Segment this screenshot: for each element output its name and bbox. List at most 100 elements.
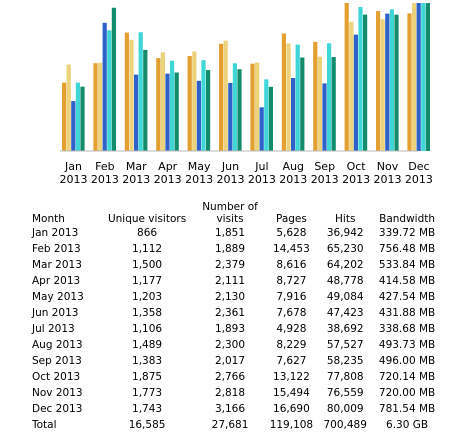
bar-mar-series-1 bbox=[124, 32, 129, 151]
header-unique-visitors: Unique visitors bbox=[107, 213, 187, 225]
x-tick-year-nov: 2013 bbox=[374, 173, 402, 186]
bar-dec-series-5 bbox=[425, 3, 430, 151]
cell-month: Jan 2013 bbox=[32, 227, 79, 239]
bar-mar-series-5 bbox=[143, 49, 148, 151]
x-tick-month-aug: Aug bbox=[283, 160, 304, 173]
cell-pages: 4,928 bbox=[276, 323, 307, 335]
cell-bandwidth: 720.00 MB bbox=[378, 387, 436, 399]
bar-sep-series-1 bbox=[313, 41, 318, 152]
cell-month: Aug 2013 bbox=[32, 339, 83, 351]
header-visits-line1: Number of bbox=[202, 201, 258, 213]
x-tick-year-dec: 2013 bbox=[405, 173, 433, 186]
bar-sep-series-2 bbox=[317, 56, 322, 151]
bar-nov-series-3 bbox=[385, 13, 390, 151]
bar-mar-series-2 bbox=[129, 39, 134, 151]
cell-pages: 15,494 bbox=[273, 387, 310, 399]
table-total-row: Total 16,585 27,681 119,108 700,489 6.30 GB bbox=[22, 417, 442, 433]
bar-jun-series-1 bbox=[219, 43, 224, 152]
cell-month: Jun 2013 bbox=[32, 307, 79, 319]
cell-bandwidth: 338.68 MB bbox=[378, 323, 436, 335]
x-tick-year-apr: 2013 bbox=[154, 173, 182, 186]
bar-jun-series-4 bbox=[232, 63, 237, 151]
cell-unique-visitors: 1,489 bbox=[132, 339, 163, 351]
cell-pages: 14,453 bbox=[273, 243, 310, 255]
bar-jul-series-5 bbox=[268, 86, 273, 151]
cell-visits: 2,379 bbox=[214, 259, 246, 271]
table-row: Dec 2013 1,743 3,166 16,690 80,009 781.54 MB bbox=[22, 401, 442, 417]
header-pages: Pages bbox=[275, 213, 307, 225]
x-tick-year-oct: 2013 bbox=[342, 173, 370, 186]
cell-pages: 7,678 bbox=[276, 307, 307, 319]
x-tick-month-jul: Jul bbox=[254, 160, 268, 173]
x-tick-month-mar: Mar bbox=[126, 160, 147, 173]
bar-oct-series-5 bbox=[363, 14, 368, 151]
table-row: Jan 2013 866 1,851 5,628 36,942 339.72 MB bbox=[22, 225, 442, 241]
table-row: Feb 2013 1,112 1,889 14,453 65,230 756.48 MB bbox=[22, 241, 442, 257]
cell-hits: 49,084 bbox=[326, 291, 364, 303]
cell-visits: 2,130 bbox=[214, 291, 246, 303]
cell-month: Jul 2013 bbox=[32, 323, 75, 335]
bar-jan-series-5 bbox=[80, 86, 85, 151]
bar-feb-series-3 bbox=[102, 22, 107, 152]
cell-hits: 58,235 bbox=[326, 355, 364, 367]
x-tick-month-nov: Nov bbox=[377, 160, 399, 173]
cell-hits: 36,942 bbox=[326, 227, 364, 239]
cell-hits: 47,423 bbox=[326, 307, 364, 319]
bar-apr-series-4 bbox=[170, 60, 175, 151]
cell-unique-visitors: 1,112 bbox=[132, 243, 163, 255]
cell-pages: 16,690 bbox=[273, 403, 310, 415]
table-row: May 2013 1,203 2,130 7,916 49,084 427.54 MB bbox=[22, 289, 442, 305]
cell-bandwidth: 493.73 MB bbox=[378, 339, 436, 351]
table-row: Aug 2013 1,489 2,300 8,229 57,527 493.73 MB bbox=[22, 337, 442, 353]
bar-apr-series-5 bbox=[174, 72, 179, 151]
bar-jun-series-2 bbox=[223, 40, 228, 151]
cell-hits: 80,009 bbox=[326, 403, 364, 415]
x-tick-month-feb: Feb bbox=[95, 160, 114, 173]
cell-bandwidth: 427.54 MB bbox=[378, 291, 436, 303]
table-row: Jun 2013 1,358 2,361 7,678 47,423 431.88 MB bbox=[22, 305, 442, 321]
x-tick-month-sep: Sep bbox=[314, 160, 335, 173]
x-tick-year-jan: 2013 bbox=[60, 173, 88, 186]
header-month: Month bbox=[32, 213, 65, 225]
bar-dec-series-3 bbox=[416, 3, 421, 151]
x-tick-month-jun: Jun bbox=[221, 160, 239, 173]
bar-jul-series-1 bbox=[250, 63, 255, 152]
bar-may-series-2 bbox=[192, 51, 197, 151]
cell-unique-visitors: 1,106 bbox=[132, 323, 163, 335]
bar-dec-series-1 bbox=[407, 13, 412, 152]
cell-bandwidth: 339.72 MB bbox=[378, 227, 436, 239]
cell-visits: 2,017 bbox=[214, 355, 246, 367]
cell-visits: 1,889 bbox=[214, 243, 246, 255]
x-tick-month-oct: Oct bbox=[347, 160, 367, 173]
cell-pages: 8,616 bbox=[276, 259, 307, 271]
cell-unique-visitors: 1,773 bbox=[132, 387, 163, 399]
total-label: Total bbox=[32, 419, 57, 431]
bar-sep-series-4 bbox=[327, 43, 332, 151]
bar-jan-series-4 bbox=[75, 82, 80, 151]
header-visits: Number of visits bbox=[196, 197, 265, 225]
bar-jan-series-3 bbox=[71, 101, 76, 151]
total-bandwidth: 6.30 GB bbox=[386, 419, 429, 431]
cell-visits: 2,766 bbox=[214, 371, 246, 383]
cell-unique-visitors: 1,203 bbox=[132, 291, 163, 303]
table-row: Nov 2013 1,773 2,818 15,494 76,559 720.00 MB bbox=[22, 385, 442, 401]
bar-may-series-3 bbox=[196, 80, 201, 151]
cell-hits: 77,808 bbox=[326, 371, 364, 383]
cell-month: Mar 2013 bbox=[32, 259, 82, 271]
bar-oct-series-4 bbox=[358, 7, 363, 151]
table-row: Jul 2013 1,106 1,893 4,928 38,692 338.68 MB bbox=[22, 321, 442, 337]
cell-pages: 13,122 bbox=[273, 371, 310, 383]
cell-hits: 38,692 bbox=[326, 323, 364, 335]
bar-jan-series-2 bbox=[66, 64, 71, 151]
bar-apr-series-3 bbox=[165, 73, 170, 151]
bar-jun-series-3 bbox=[228, 82, 233, 151]
bar-jul-series-3 bbox=[259, 107, 264, 151]
cell-visits: 2,111 bbox=[214, 275, 246, 287]
bar-feb-series-4 bbox=[107, 30, 112, 152]
bar-oct-series-1 bbox=[344, 3, 349, 151]
bar-sep-series-3 bbox=[322, 83, 327, 151]
bar-mar-series-4 bbox=[138, 32, 143, 151]
x-tick-year-jul: 2013 bbox=[248, 173, 276, 186]
bar-aug-series-1 bbox=[281, 33, 286, 151]
total-unique-visitors: 16,585 bbox=[128, 419, 166, 431]
